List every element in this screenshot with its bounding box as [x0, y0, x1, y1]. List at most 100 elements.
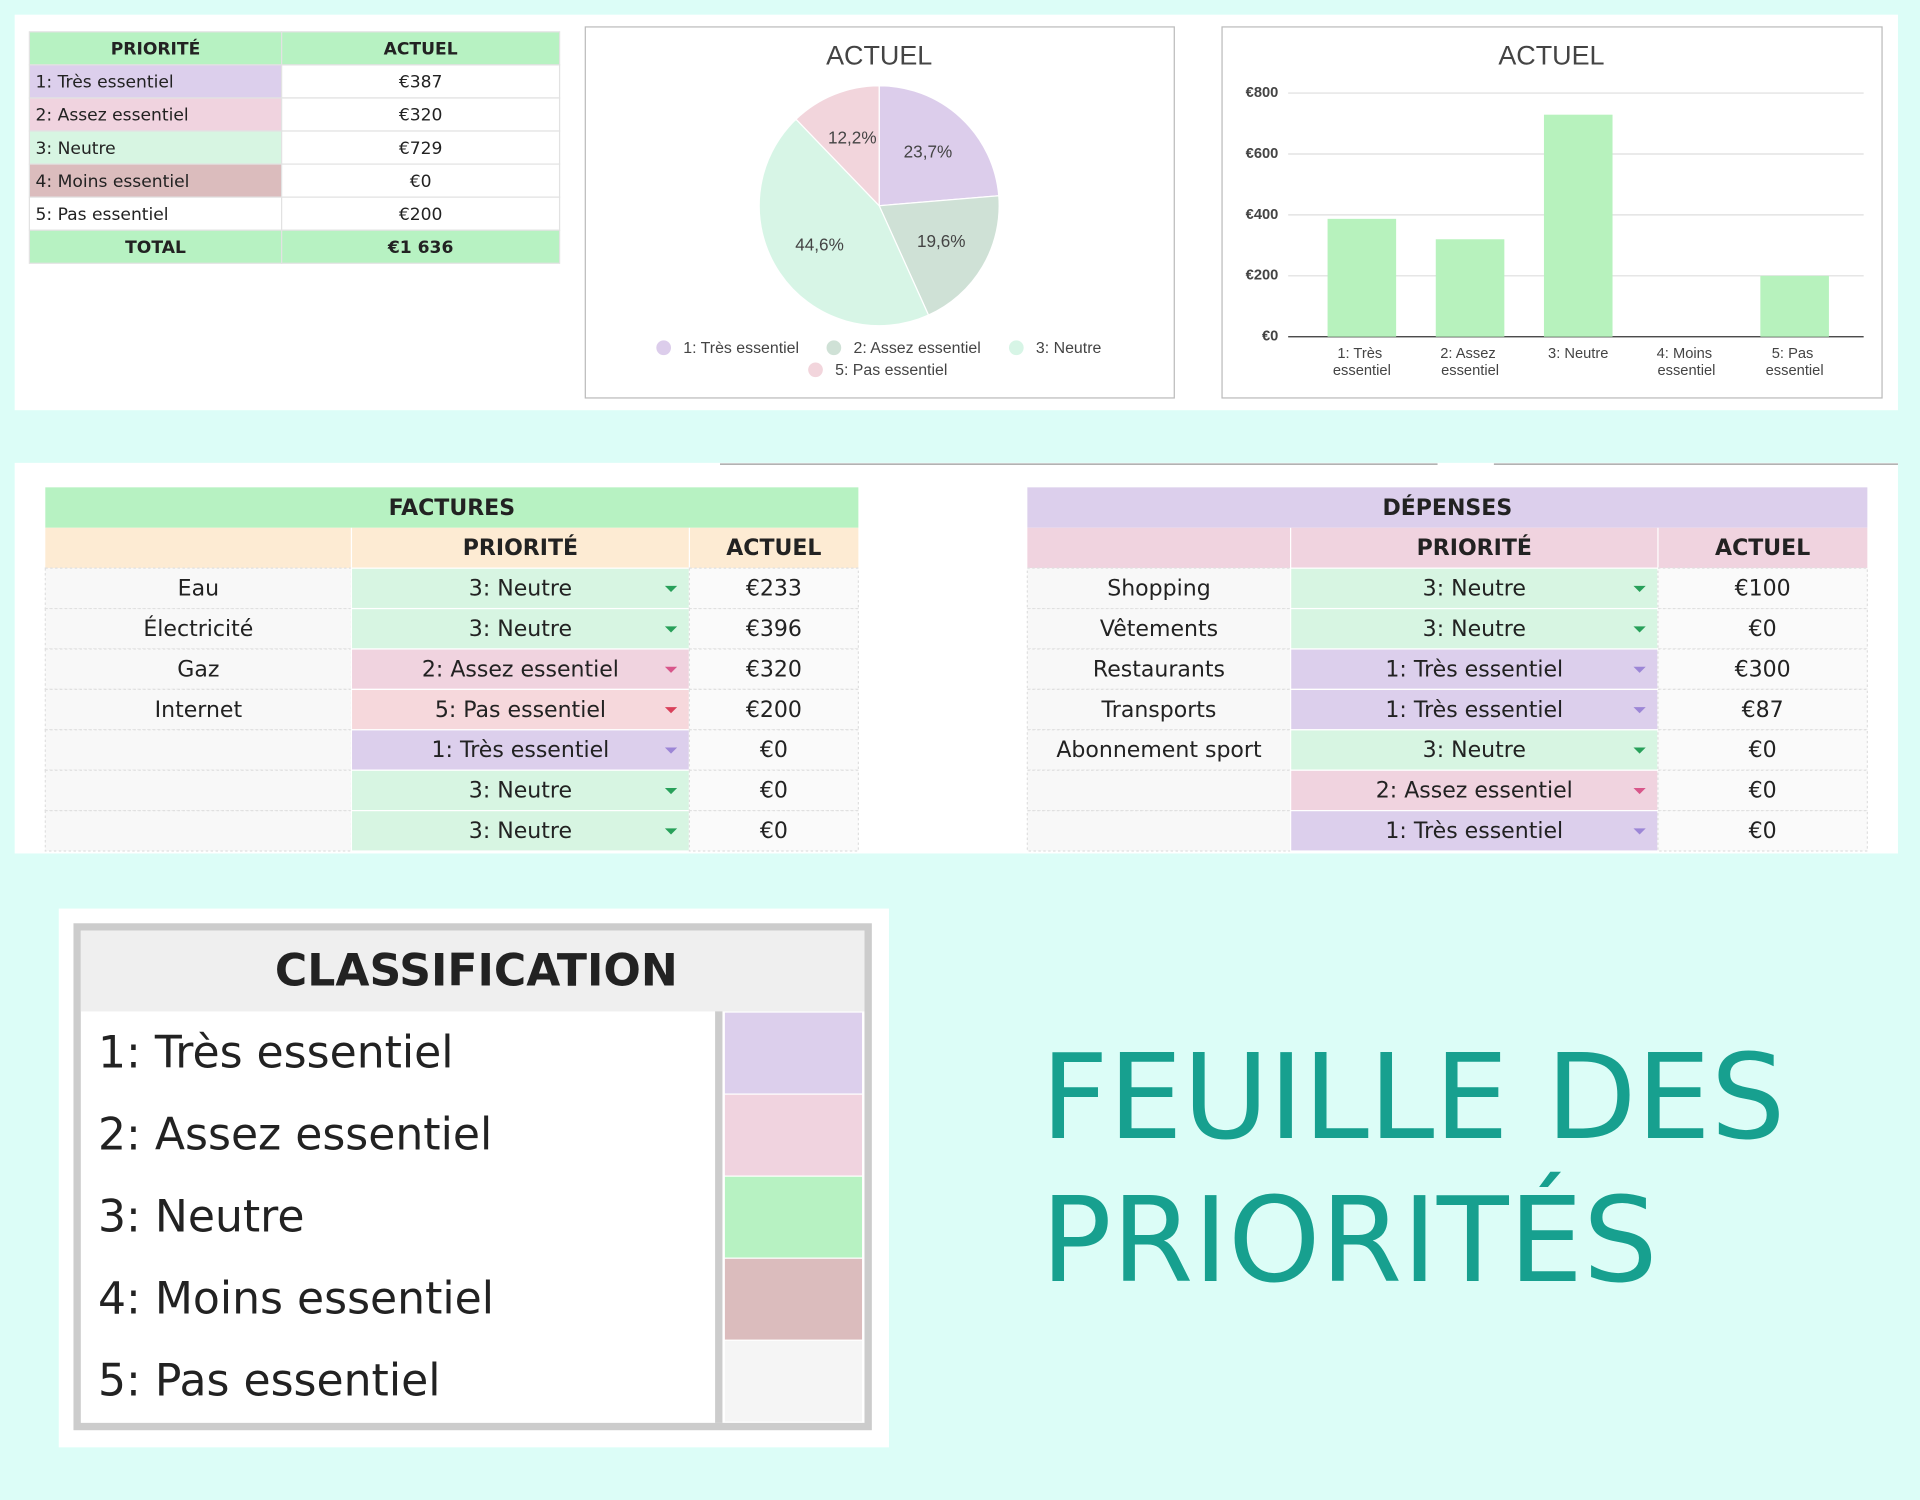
- dropdown-arrow: [664, 626, 678, 633]
- cell: [688, 567, 859, 610]
- cell: [1657, 769, 1868, 812]
- classification-title: CLASSIFICATION: [275, 945, 678, 996]
- x-tick-label: 1: Très essentiel: [1333, 346, 1391, 379]
- priority-cell: [1290, 607, 1659, 650]
- priority-cell: [350, 567, 690, 610]
- table-subheader-bg: [1027, 527, 1868, 569]
- priority-value: 3: Neutre: [1423, 738, 1526, 763]
- cell-text: €320: [399, 106, 443, 126]
- actual-value: €0: [1749, 617, 1777, 642]
- color-swatch: [724, 1340, 863, 1422]
- row-name: Abonnement sport: [1056, 738, 1262, 763]
- y-tick-label: €0: [1262, 329, 1278, 345]
- actual-value: €0: [1749, 738, 1777, 763]
- priority-value: 2: Assez essentiel: [1376, 779, 1573, 804]
- page-title: FEUILLE DES: [1041, 1029, 1786, 1166]
- color-swatch: [724, 1258, 863, 1340]
- cell-text: PRIORITÉ: [111, 38, 201, 60]
- cell: [28, 31, 283, 66]
- cell: [28, 97, 283, 132]
- cell-text: 2: Assez essentiel: [36, 106, 189, 126]
- dropdown-arrow: [1633, 747, 1646, 754]
- dropdown-arrow: [664, 787, 678, 795]
- actual-value: €87: [1742, 698, 1784, 723]
- cell: [281, 196, 561, 231]
- priority-value: 3: Neutre: [469, 779, 572, 804]
- cell-text: TOTAL: [125, 238, 186, 258]
- row-name: Shopping: [1107, 577, 1210, 602]
- priority-value: 1: Très essentiel: [1385, 657, 1563, 682]
- dropdown-arrow: [1633, 787, 1646, 795]
- actual-value: €396: [746, 617, 802, 642]
- cell: [1026, 607, 1292, 650]
- cell: [1657, 567, 1868, 610]
- priority-value: 2: Assez essentiel: [422, 657, 619, 682]
- cell-text: €0: [410, 172, 432, 192]
- actual-value: €233: [746, 577, 802, 602]
- cell: [1026, 729, 1292, 771]
- slice-label: 23,7%: [904, 141, 953, 161]
- y-tick-label: €200: [1246, 268, 1279, 284]
- cell-text: €1 636: [387, 238, 454, 258]
- cell: [1026, 648, 1292, 690]
- classification-item: 4: Moins essentiel: [98, 1274, 494, 1325]
- priority-value: 1: Très essentiel: [1385, 819, 1563, 844]
- actual-value: €0: [1749, 779, 1777, 804]
- actual-value: €0: [1749, 819, 1777, 844]
- cell: [1026, 769, 1292, 812]
- pie-slice: [878, 85, 1000, 207]
- cell-text: 4: Moins essentiel: [36, 172, 190, 192]
- cell: [688, 688, 859, 731]
- bar: [1435, 239, 1505, 337]
- x-tick-label: 3: Neutre: [1548, 346, 1608, 362]
- table-title: FACTURES: [389, 496, 516, 521]
- dropdown-arrow: [1633, 585, 1646, 593]
- priority-cell: [350, 810, 690, 852]
- priority-value: 1: Très essentiel: [1385, 698, 1563, 723]
- page-title: PRIORITÉS: [1041, 1171, 1658, 1309]
- cell: [28, 163, 283, 198]
- priority-value: 3: Neutre: [469, 819, 572, 844]
- slice-label: 44,6%: [795, 235, 844, 255]
- slice-label: 12,2%: [828, 127, 877, 147]
- cell: [1657, 607, 1868, 650]
- classification-item: 3: Neutre: [98, 1192, 304, 1243]
- cell-text: €387: [399, 73, 443, 93]
- row-name: Internet: [155, 698, 243, 723]
- priority-cell: [1290, 810, 1659, 852]
- cell: [1026, 567, 1292, 610]
- dropdown-arrow: [664, 828, 678, 835]
- dropdown-arrow: [664, 666, 678, 673]
- bar: [1760, 275, 1829, 337]
- cell: [281, 163, 561, 198]
- dropdown-arrow: [1633, 707, 1646, 714]
- row-name: Gaz: [177, 657, 219, 682]
- table-subheader-bg: [45, 527, 859, 569]
- classification-item: 2: Assez essentiel: [98, 1110, 492, 1161]
- priority-cell: [1290, 567, 1659, 610]
- legend-label: 2: Assez essentiel: [853, 340, 980, 357]
- row-name: Électricité: [143, 616, 253, 642]
- column-header: PRIORITÉ: [463, 535, 578, 561]
- priority-value: 3: Neutre: [1423, 617, 1526, 642]
- cell-text: 3: Neutre: [36, 139, 116, 159]
- actual-value: €300: [1735, 657, 1791, 682]
- priority-value: 3: Neutre: [1423, 577, 1526, 602]
- cell: [688, 810, 859, 852]
- table-title: DÉPENSES: [1382, 495, 1512, 521]
- cell: [44, 769, 353, 812]
- legend-swatch: [808, 362, 823, 378]
- pie-slice: [758, 118, 930, 327]
- cell: [44, 607, 353, 650]
- y-tick-label: €800: [1246, 85, 1279, 101]
- row-name: Restaurants: [1093, 657, 1225, 682]
- cell: [44, 648, 353, 690]
- actual-value: €100: [1735, 577, 1791, 602]
- dropdown-arrow: [1633, 626, 1646, 633]
- cell-text: 1: Très essentiel: [36, 73, 174, 93]
- cell: [1657, 729, 1868, 771]
- cell: [1657, 648, 1868, 690]
- priority-value: 5: Pas essentiel: [435, 698, 606, 723]
